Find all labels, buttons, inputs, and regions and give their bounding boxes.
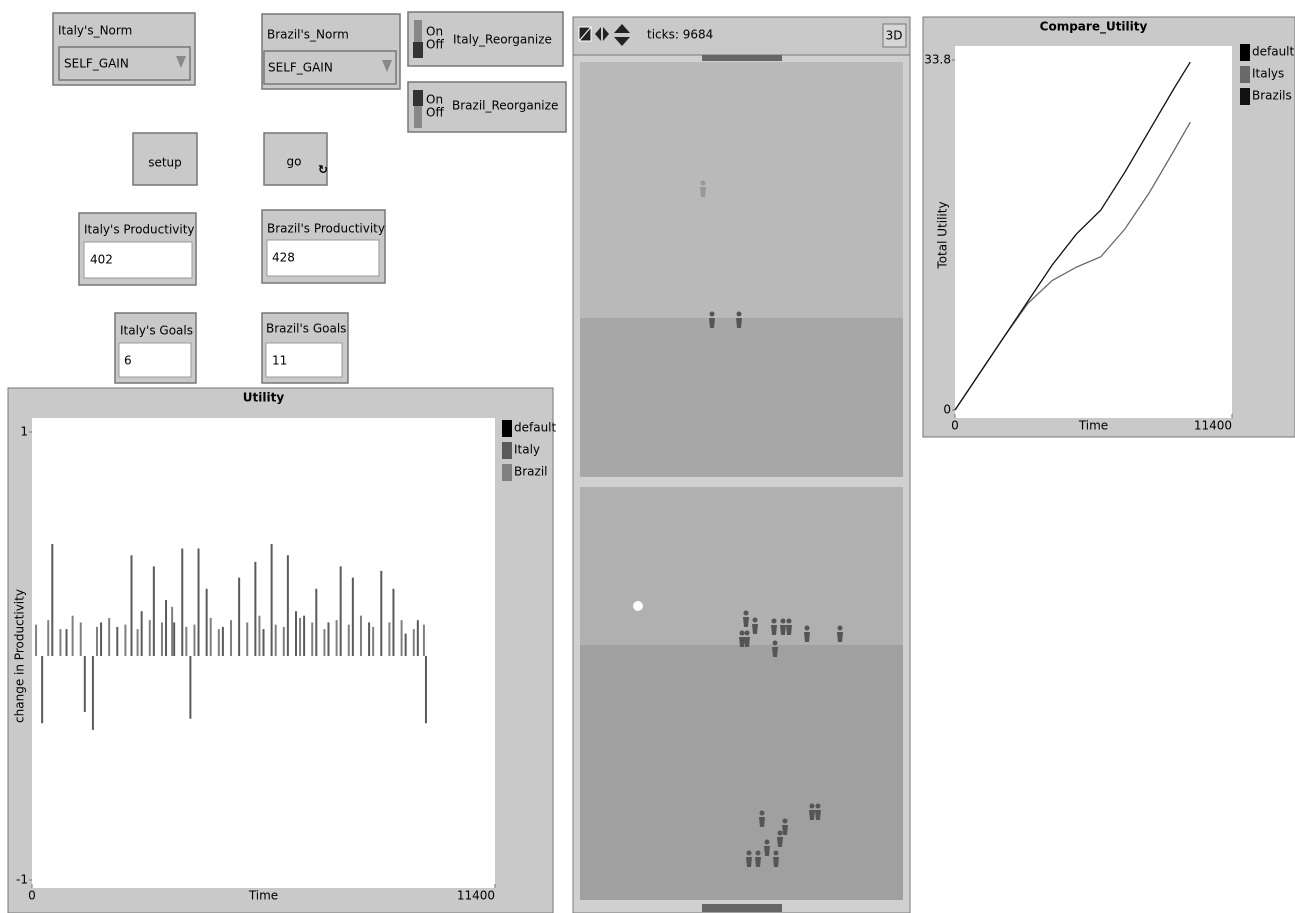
view-handle [702, 55, 782, 61]
plot: Utility 0 11400 -1 1 Time change in Productivi… [8, 388, 557, 913]
switch-on: On [426, 93, 443, 107]
button-label: go [287, 155, 302, 169]
netlogo-interface: Italy's_Norm SELF_GAIN Brazil's_Norm SEL… [0, 0, 1295, 913]
monitor-value: 11 [272, 354, 287, 368]
italy-goals-monitor: Italy's Goals 6 [115, 313, 196, 383]
chooser-value: SELF_GAIN [64, 57, 129, 71]
switch-label: Brazil_Reorganize [452, 99, 558, 113]
legend-swatch [502, 442, 512, 459]
chooser-label: Italy's_Norm [58, 24, 132, 38]
italy-reorganize-switch[interactable]: On Off Italy_Reorganize [408, 12, 563, 66]
forever-icon: ↻ [318, 163, 328, 177]
patch-area [580, 318, 903, 477]
legend-swatch [1240, 88, 1250, 105]
x-axis-label: Time [248, 889, 278, 903]
brazil-productivity-monitor: Brazil's Productivity 428 [262, 210, 385, 283]
brazil-reorganize-switch[interactable]: On Off Brazil_Reorganize [408, 82, 566, 132]
monitor-label: Italy's Goals [120, 324, 193, 338]
ticks-counter: ticks: 9684 [647, 28, 713, 42]
legend-label: Brazils [1252, 89, 1292, 103]
patch-area [580, 645, 903, 900]
monitor-label: Brazil's Productivity [267, 222, 385, 236]
legend-label: Brazil [514, 465, 548, 479]
monitor-value: 6 [124, 354, 132, 368]
legend-label: default [514, 421, 557, 435]
view-header [573, 17, 910, 55]
3d-button-label: 3D [886, 29, 903, 43]
x-tick-label: 0 [28, 889, 36, 903]
switch-on: On [426, 25, 443, 39]
switch-off: Off [426, 106, 444, 120]
legend-swatch [502, 420, 512, 437]
legend-label: Italys [1252, 67, 1284, 81]
view-handle [702, 904, 782, 912]
monitor-label: Brazil's Goals [266, 322, 346, 336]
patch-area [580, 487, 903, 645]
switch-label: Italy_Reorganize [453, 33, 552, 47]
italy-norm-chooser[interactable]: Italy's_Norm SELF_GAIN [53, 13, 195, 85]
brazil-norm-chooser[interactable]: Brazil's_Norm SELF_GAIN [262, 14, 400, 89]
plot: Compare_Utility 0 11400 0 33.8 Time Total Util… [923, 17, 1295, 437]
y-tick-label: -1 [16, 873, 28, 887]
y-tick-label: 0 [943, 403, 951, 417]
brazil-goals-monitor: Brazil's Goals 11 [262, 313, 348, 383]
y-tick-label: 33.8 [924, 53, 951, 67]
world-view: ticks: 9684 3D [573, 17, 910, 913]
legend-swatch [502, 464, 512, 481]
setup-button[interactable]: setup [133, 133, 197, 185]
view-icon [579, 27, 591, 41]
ball [633, 601, 643, 611]
plot-area [955, 46, 1232, 418]
x-axis-label: Time [1078, 419, 1108, 433]
go-button[interactable]: go ↻ [264, 133, 328, 185]
monitor-label: Italy's Productivity [84, 223, 195, 237]
patch-area [580, 62, 903, 318]
monitor-value: 428 [272, 251, 295, 265]
y-axis-label: Total Utility [936, 201, 950, 269]
chooser-value: SELF_GAIN [268, 61, 333, 75]
switch-knob [413, 90, 423, 106]
legend-label: default [1252, 45, 1295, 59]
legend-swatch [1240, 44, 1250, 61]
x-tick-label: 11400 [457, 889, 495, 903]
italy-productivity-monitor: Italy's Productivity 402 [79, 213, 196, 285]
y-axis-label: change in Productivity [13, 589, 27, 723]
switch-off: Off [426, 38, 444, 52]
plot-title: Compare_Utility [1040, 20, 1148, 35]
switch-knob [413, 42, 423, 58]
button-label: setup [148, 156, 182, 170]
y-tick-label: 1 [20, 425, 28, 439]
chooser-label: Brazil's_Norm [267, 28, 349, 42]
legend-swatch [1240, 66, 1250, 83]
monitor-value: 402 [90, 253, 113, 267]
legend-label: Italy [514, 443, 540, 457]
x-tick-label: 11400 [1194, 419, 1232, 433]
x-tick-label: 0 [951, 419, 959, 433]
plot-title: Utility [243, 391, 285, 405]
